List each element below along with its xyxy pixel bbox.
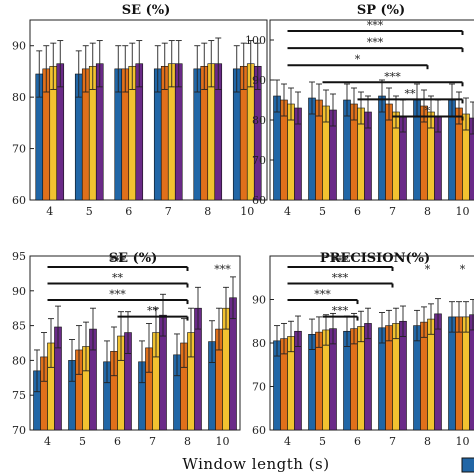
bar	[427, 318, 435, 431]
x-tick-label: 7	[149, 435, 156, 448]
bar	[462, 316, 470, 431]
significance-label: **	[112, 272, 124, 285]
y-tick-label: 90	[252, 294, 266, 307]
significance-label: ***	[367, 36, 384, 49]
x-tick-label: 4	[284, 205, 291, 218]
x-tick-label: 4	[284, 435, 291, 448]
significance-marker: *	[425, 263, 431, 276]
significance-label: ***	[109, 288, 126, 301]
y-tick-label: 70	[12, 424, 26, 437]
x-tick-label: 5	[319, 205, 326, 218]
bar	[399, 320, 407, 431]
y-tick-label: 90	[252, 74, 266, 87]
y-tick-label: 80	[12, 91, 26, 104]
x-tick-label: 10	[456, 435, 470, 448]
x-tick-label: 6	[354, 435, 361, 448]
y-tick-label: 75	[12, 389, 26, 402]
plot-frame	[29, 255, 241, 431]
x-tick-label: 7	[389, 205, 396, 218]
marks-group: 60 70 80 90 4 5 6 7 8 10	[12, 37, 262, 218]
y-tick-label: 70	[252, 154, 266, 167]
significance-label: ***	[332, 255, 349, 268]
x-tick-label: 7	[389, 435, 396, 448]
y-tick-label: 70	[12, 143, 26, 156]
significance-label: ***	[384, 70, 401, 83]
bar	[434, 313, 442, 431]
bar	[364, 323, 372, 431]
y-tick-label: 60	[252, 194, 266, 207]
significance-label: **	[405, 87, 417, 100]
significance-marker: *	[460, 263, 466, 276]
x-tick-label: 6	[114, 435, 121, 448]
x-tick-label: 10	[456, 205, 470, 218]
x-tick-label: 8	[424, 435, 431, 448]
bar	[455, 316, 463, 431]
panel-title: PRECISION(%)	[320, 251, 430, 266]
x-tick-label: 5	[86, 205, 93, 218]
significance-label: ***	[109, 255, 126, 268]
x-tick-label: 8	[184, 435, 191, 448]
y-tick-label: 90	[12, 285, 26, 298]
significance-label: ***	[367, 19, 384, 32]
panel-title: SP (%)	[357, 3, 405, 18]
x-tick-label: 8	[424, 205, 431, 218]
significance-label: *	[425, 105, 431, 118]
x-axis-label: Window length (s)	[182, 455, 329, 473]
x-tick-label: 8	[204, 205, 211, 218]
significance-marker: ***	[214, 263, 231, 276]
y-tick-label: 60	[252, 424, 266, 437]
y-tick-label: 100	[245, 34, 266, 47]
x-tick-label: 6	[125, 205, 132, 218]
x-tick-label: 7	[165, 205, 172, 218]
y-tick-label: 80	[252, 114, 266, 127]
bar	[420, 321, 428, 431]
y-tick-label: 60	[12, 194, 26, 207]
y-tick-label: 70	[252, 381, 266, 394]
x-tick-label: 6	[354, 205, 361, 218]
bar	[469, 314, 474, 431]
bar	[448, 316, 456, 431]
plot-frame	[269, 19, 474, 201]
panel-title: SE (%)	[109, 251, 157, 266]
x-tick-label: 4	[46, 205, 53, 218]
significance-label: ***	[314, 288, 331, 301]
significance-label: *	[355, 53, 361, 66]
x-tick-label: 5	[79, 435, 86, 448]
y-tick-label: 90	[12, 40, 26, 53]
y-tick-label: 95	[12, 250, 26, 263]
y-tick-label: 85	[12, 320, 26, 333]
significance-label: ***	[332, 272, 349, 285]
significance-label: ***	[332, 305, 349, 318]
panel-se-top: SE (%) 60 70 80 90 4 5 6 7 8 10	[12, 3, 268, 218]
y-tick-label: 80	[252, 337, 266, 350]
x-tick-label: 10	[216, 435, 230, 448]
bar	[392, 323, 400, 431]
x-tick-label: 5	[319, 435, 326, 448]
legend-swatch	[461, 457, 474, 473]
plot-frame	[29, 19, 268, 201]
panel-title: SE (%)	[122, 3, 170, 18]
y-tick-label: 80	[12, 354, 26, 367]
x-tick-label: 4	[44, 435, 51, 448]
x-tick-label: 10	[240, 205, 254, 218]
significance-label: **	[147, 305, 159, 318]
